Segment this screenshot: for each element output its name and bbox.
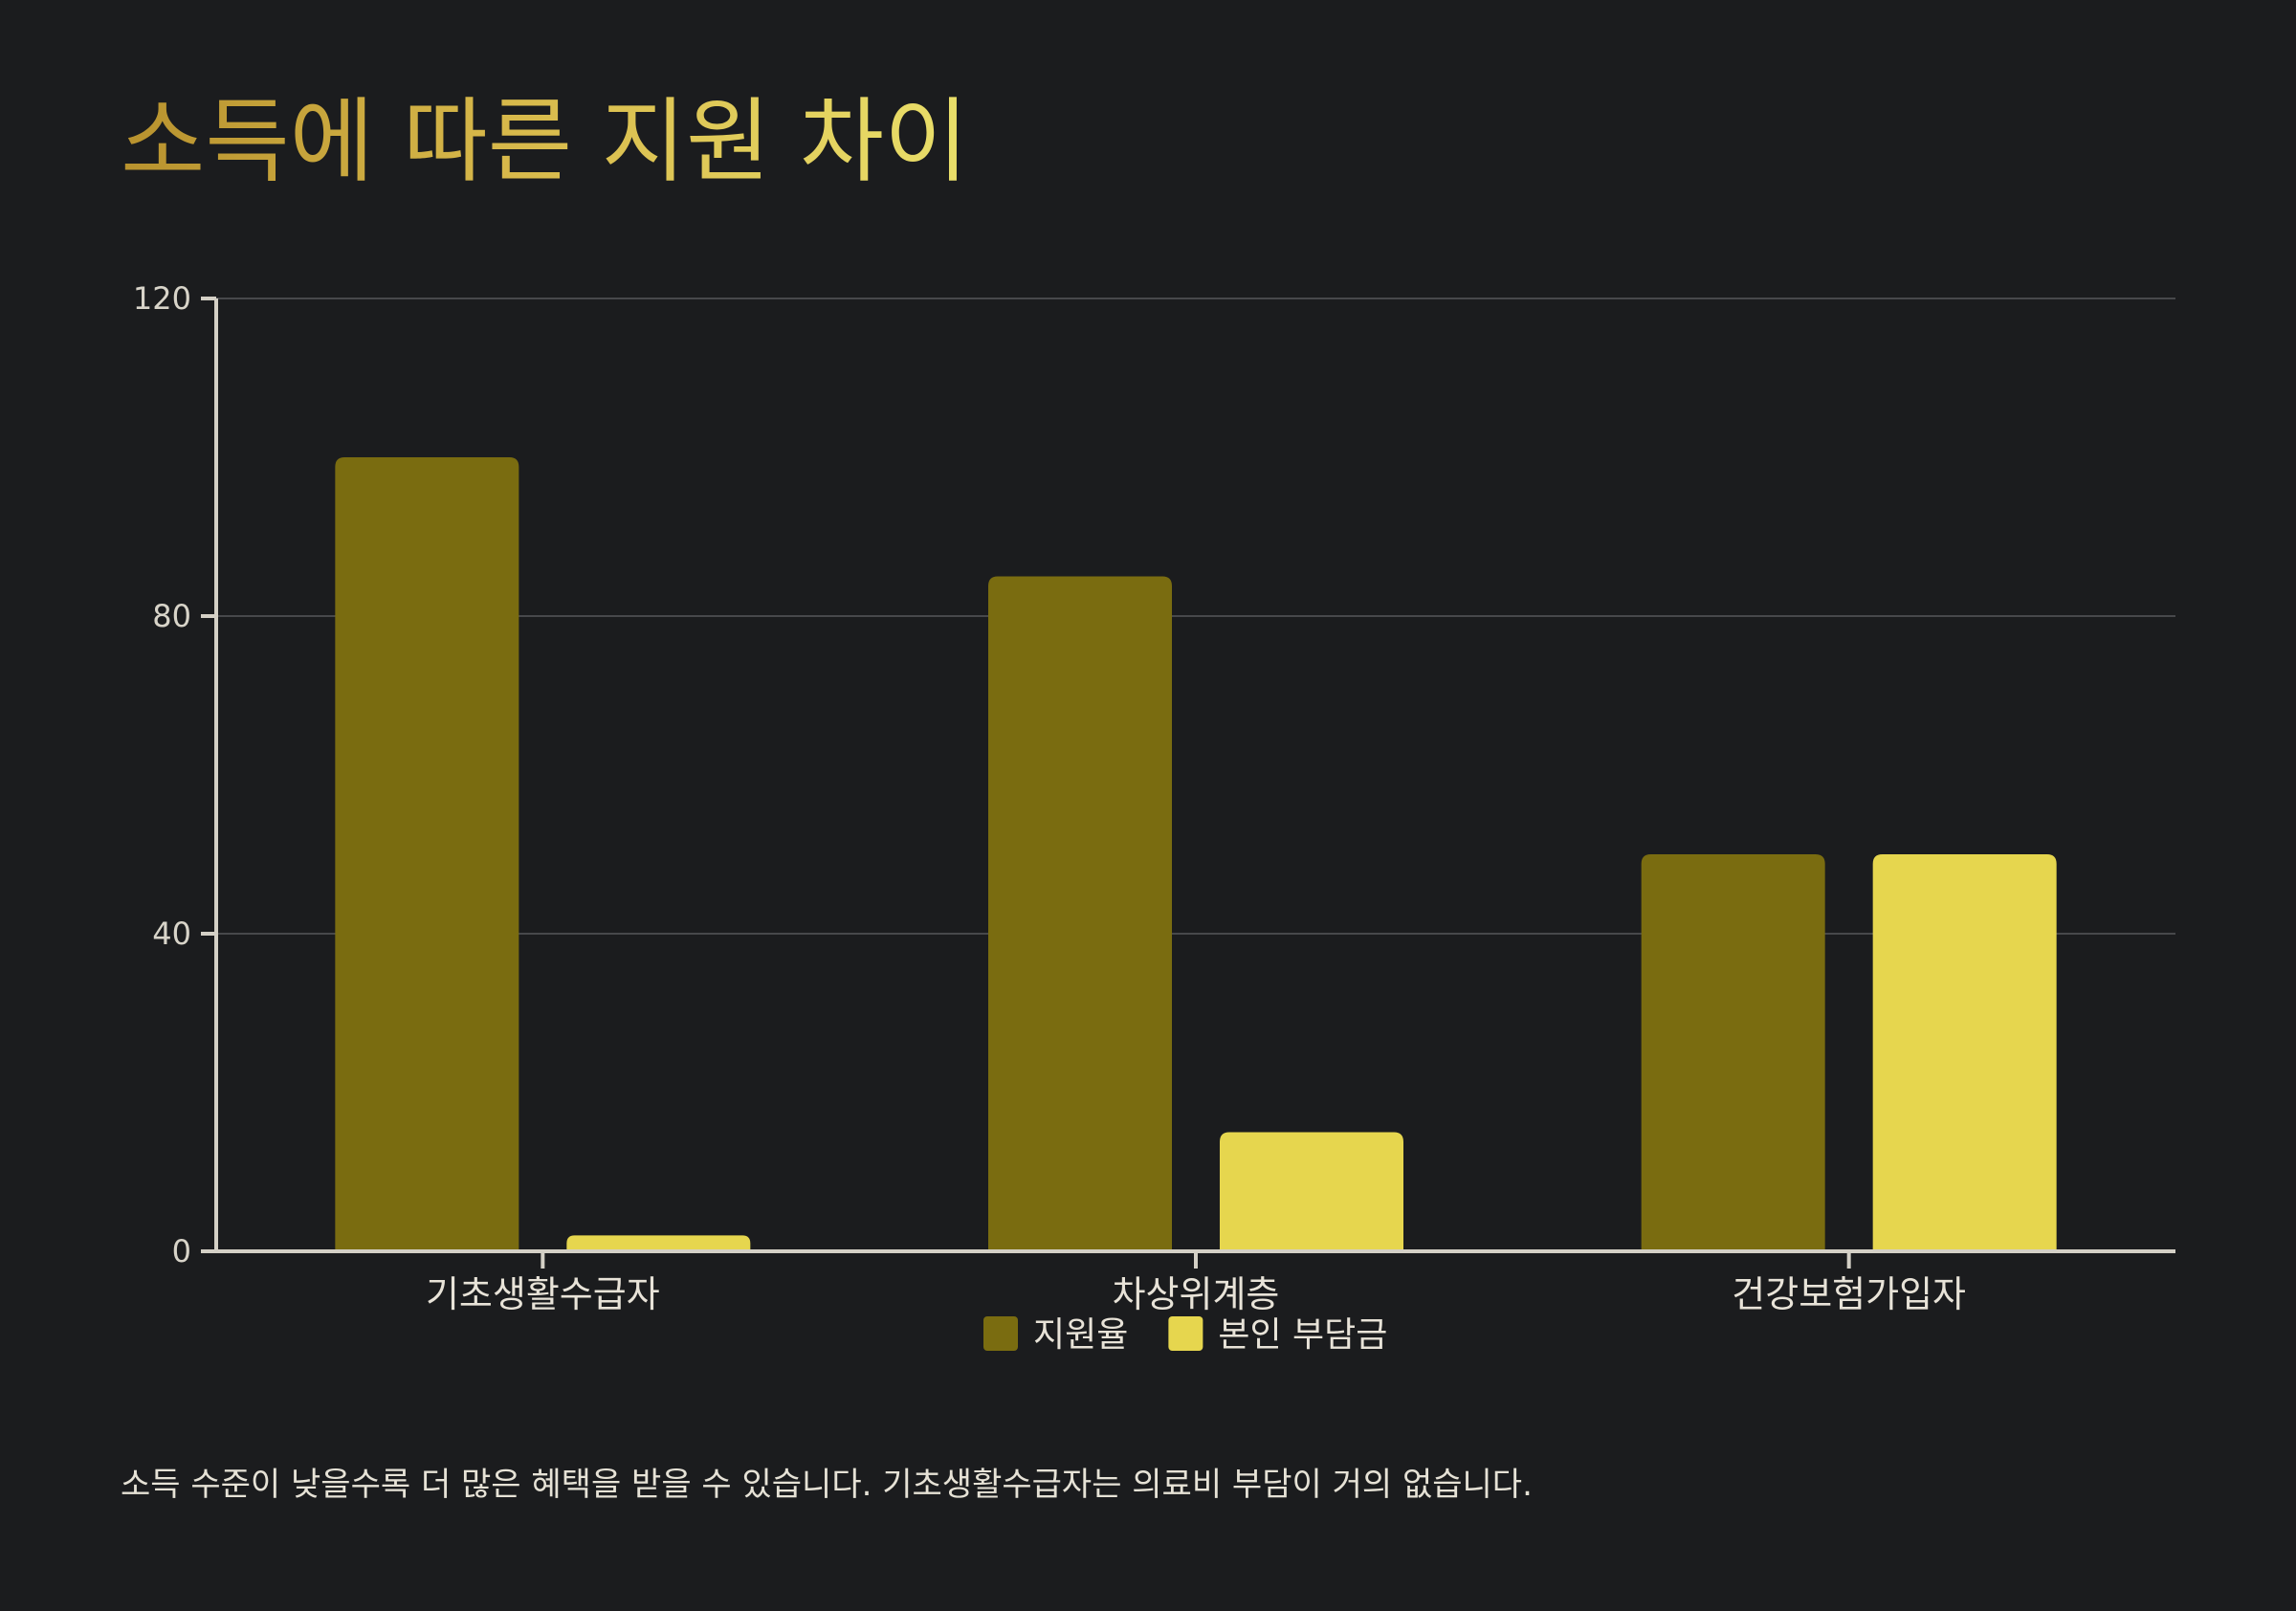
bar-support-rate-1 bbox=[988, 576, 1172, 1251]
legend: 지원율 본인 부담금 bbox=[983, 1315, 1387, 1355]
legend-swatch bbox=[983, 1316, 1018, 1351]
chart-caption: 소득 수준이 낮을수록 더 많은 혜택을 받을 수 있습니다. 기초생활수급자는… bbox=[121, 1466, 1533, 1504]
bar-support-rate-0 bbox=[335, 457, 519, 1251]
x-category-label: 기초생활수급자 bbox=[426, 1273, 660, 1315]
axes-layer bbox=[201, 297, 2175, 1269]
x-category-label: 건강보험가입자 bbox=[1732, 1273, 1966, 1315]
y-tick-labels: 0 40 80 120 bbox=[133, 280, 191, 1269]
legend-label: 본인 부담금 bbox=[1218, 1315, 1387, 1355]
grid-layer bbox=[216, 298, 2175, 935]
bar-copay-0 bbox=[566, 1235, 751, 1251]
y-tick-label: 120 bbox=[133, 280, 191, 317]
bar-copay-1 bbox=[1220, 1132, 1403, 1251]
bars-layer bbox=[335, 457, 2057, 1251]
y-tick-label: 40 bbox=[152, 916, 191, 952]
y-tick-label: 80 bbox=[152, 598, 191, 634]
bar-support-rate-2 bbox=[1641, 854, 1825, 1251]
bar-copay-2 bbox=[1872, 854, 2057, 1251]
x-category-label: 차상위계층 bbox=[1113, 1273, 1280, 1315]
legend-swatch bbox=[1168, 1316, 1203, 1351]
legend-label: 지원율 bbox=[1033, 1315, 1128, 1355]
y-tick-label: 0 bbox=[172, 1233, 191, 1269]
x-category-labels: 기초생활수급자 차상위계층 건강보험가입자 bbox=[426, 1273, 1966, 1315]
chart-title: 소득에 따른 지원 차이 bbox=[121, 84, 968, 199]
